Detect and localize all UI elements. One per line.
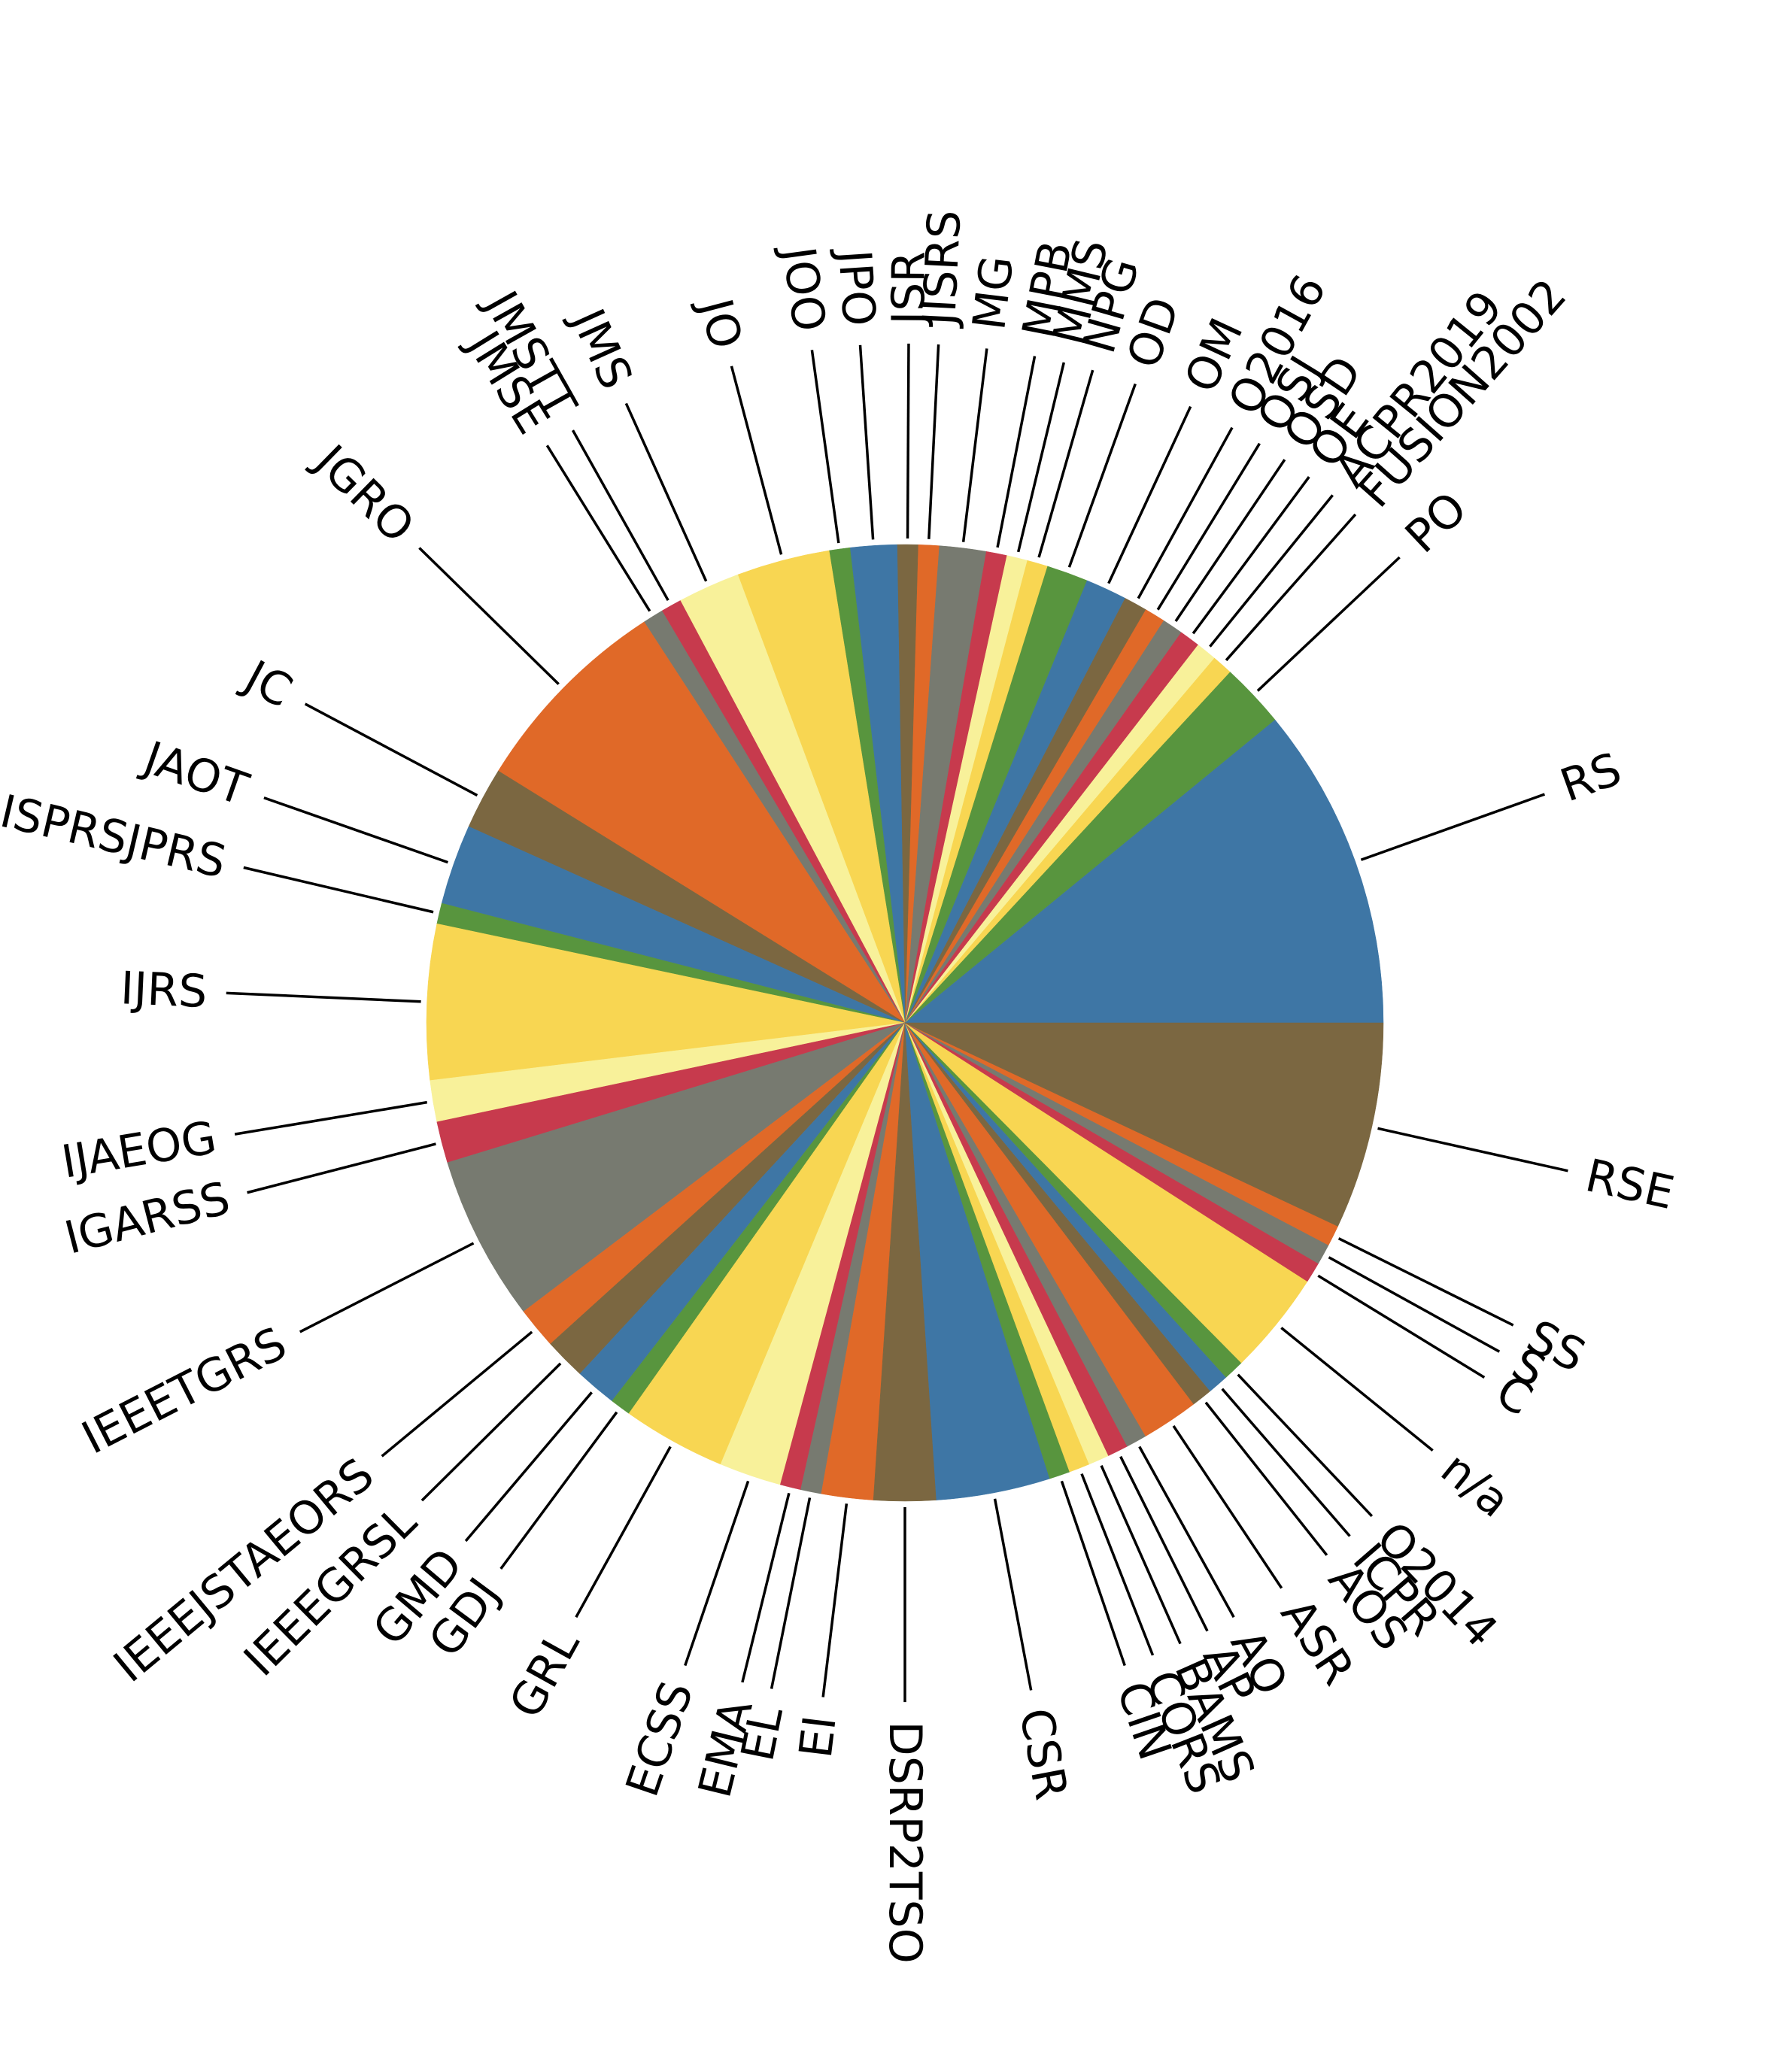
leader-line-jo [730,366,783,555]
leader-line-jaot [263,796,448,864]
leader-line-asr [1172,1424,1283,1589]
leader-line-csr [993,1498,1033,1691]
leader-line-jisrs [927,344,940,539]
slice-label-csr: CSR [1009,1704,1077,1804]
leader-line-ecss [684,1480,750,1667]
leader-line-mpb [996,356,1037,548]
leader-line-s [1328,1256,1501,1353]
slice-label-ijrs: IJRS [120,962,208,1018]
leader-line-joo [810,350,840,544]
leader-line-o2016 [1137,426,1234,599]
slice-label-jc: JC [234,649,301,718]
slice-label-jisrs: JISRS [913,209,972,330]
leader-line-fusion2002 [1225,513,1357,662]
leader-line-osd [1174,459,1286,622]
leader-line-ijaeog [234,1100,428,1136]
leader-line-icpr [1221,1388,1351,1537]
leader-line-gdj [499,1411,618,1570]
slice-label-jpo: JPO [827,245,885,327]
slices-layer [426,544,1384,1502]
pie-slice-rs [904,719,1384,1024]
leader-line-mg [961,348,988,542]
leader-line-o2014 [1237,1373,1374,1518]
leader-line-bams [1100,1465,1182,1645]
pie-slice-ieeetgrs [447,1022,906,1312]
slice-label-joo: JOO [771,241,835,335]
leader-line-jpo [858,344,875,540]
slice-label-ijaeog: IJAEOG [58,1112,220,1189]
slice-label-jsr: JSR [882,251,936,328]
slice-label-ieeetgrs: IEEETGRS [74,1317,295,1464]
leader-line-ei [821,1503,849,1697]
leader-line-osj [1156,442,1261,611]
pie-slice-rse [904,1022,1384,1227]
leader-line-ieeegrsl [420,1362,562,1502]
slice-label-grl: GRL [499,1621,590,1727]
leader-line-grl [575,1446,672,1618]
slice-label-el: EL [731,1702,794,1765]
leader-line-ss [1337,1237,1514,1327]
leader-line-isprsjprs [243,866,434,914]
leader-line-ijrs [226,991,421,1003]
slice-label-jgro: JGRO [302,433,424,554]
slice-label-jo: JO [688,291,752,355]
slice-label-mg: MG [963,253,1024,332]
leader-line-cors [1080,1473,1155,1656]
slice-label-rse: RSE [1581,1149,1679,1220]
leader-line-aos [1204,1401,1328,1556]
leader-line-jms [624,402,708,582]
leader-line-jsr [906,343,910,539]
slice-label-n-a: n/a [1431,1442,1519,1527]
slice-label-jaot: JAOT [135,730,255,816]
leader-line-od [1067,383,1137,568]
leader-line-oe [1192,476,1310,635]
leader-line-npg [1037,369,1094,558]
leader-line-gmd [464,1391,593,1543]
leader-line-ieeetgrs [299,1242,475,1333]
leader-lines-layer [226,343,1568,1703]
pie-slice-ijrs [426,923,906,1081]
leader-line-jmstt [571,429,669,602]
leader-line-jc [304,702,478,797]
slice-label-rs: RS [1554,743,1629,813]
leader-line-jgro [418,547,560,685]
leader-line-el [770,1497,812,1689]
leader-line-mms [1016,362,1066,553]
leader-line-n-a [1280,1327,1434,1452]
leader-line-igarss [247,1142,436,1194]
leader-line-cin [1060,1480,1126,1667]
leader-line-acpr2019 [1209,494,1334,648]
slice-label-ei: EI [790,1713,847,1761]
pie-slice-jgro [498,621,906,1024]
leader-line-c [1317,1274,1486,1379]
leader-line-ap [1119,1455,1209,1632]
leader-line-rse [1377,1127,1568,1173]
leader-line-ao [1138,1446,1235,1618]
leader-line-rs [1360,793,1546,861]
slice-label-igarss: IGARSS [59,1172,235,1265]
leader-line-om [1107,405,1192,584]
leader-line-jmse [545,444,651,612]
slice-label-dsrp2tso: DSRP2TSO [879,1722,931,1964]
leader-line-po [1256,556,1401,692]
leader-line-ema [741,1492,791,1683]
leader-line-ieeejstaeors [381,1330,533,1458]
